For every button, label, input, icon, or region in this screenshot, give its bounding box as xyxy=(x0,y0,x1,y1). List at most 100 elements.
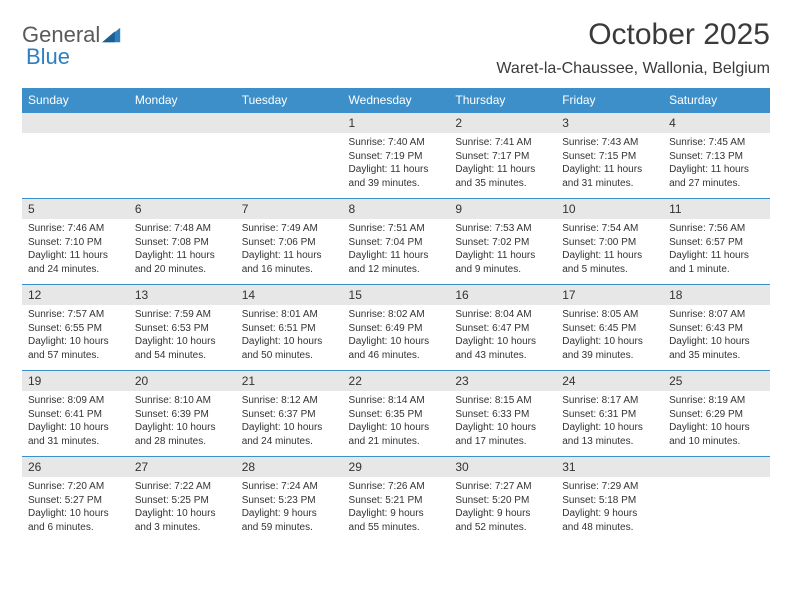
day-body: Sunrise: 8:04 AMSunset: 6:47 PMDaylight:… xyxy=(449,305,556,367)
logo-blue-wrapper: Blue xyxy=(26,44,70,70)
day-cell: 6Sunrise: 7:48 AMSunset: 7:08 PMDaylight… xyxy=(129,199,236,285)
day-number xyxy=(129,113,236,133)
day-line: Sunrise: 7:59 AM xyxy=(135,308,230,322)
day-line: Daylight: 10 hours xyxy=(28,507,123,521)
day-line: Sunset: 5:23 PM xyxy=(242,494,337,508)
day-cell: 28Sunrise: 7:24 AMSunset: 5:23 PMDayligh… xyxy=(236,457,343,543)
day-number: 1 xyxy=(343,113,450,133)
day-body: Sunrise: 7:27 AMSunset: 5:20 PMDaylight:… xyxy=(449,477,556,539)
day-number xyxy=(22,113,129,133)
day-line: Daylight: 11 hours xyxy=(455,163,550,177)
day-body: Sunrise: 7:41 AMSunset: 7:17 PMDaylight:… xyxy=(449,133,556,195)
day-line: and 46 minutes. xyxy=(349,349,444,363)
day-cell: 30Sunrise: 7:27 AMSunset: 5:20 PMDayligh… xyxy=(449,457,556,543)
day-line: Sunset: 7:06 PM xyxy=(242,236,337,250)
day-body: Sunrise: 8:14 AMSunset: 6:35 PMDaylight:… xyxy=(343,391,450,453)
day-line: Sunrise: 7:22 AM xyxy=(135,480,230,494)
day-line: and 17 minutes. xyxy=(455,435,550,449)
day-body: Sunrise: 7:56 AMSunset: 6:57 PMDaylight:… xyxy=(663,219,770,281)
day-line: and 35 minutes. xyxy=(669,349,764,363)
day-line: Sunset: 7:15 PM xyxy=(562,150,657,164)
week-row: 1Sunrise: 7:40 AMSunset: 7:19 PMDaylight… xyxy=(22,113,770,199)
day-body: Sunrise: 7:45 AMSunset: 7:13 PMDaylight:… xyxy=(663,133,770,195)
day-line: and 24 minutes. xyxy=(242,435,337,449)
day-header: Friday xyxy=(556,88,663,113)
day-number: 7 xyxy=(236,199,343,219)
day-number: 14 xyxy=(236,285,343,305)
day-line: Daylight: 10 hours xyxy=(242,335,337,349)
day-number: 25 xyxy=(663,371,770,391)
day-body: Sunrise: 7:54 AMSunset: 7:00 PMDaylight:… xyxy=(556,219,663,281)
day-body: Sunrise: 8:12 AMSunset: 6:37 PMDaylight:… xyxy=(236,391,343,453)
day-body: Sunrise: 8:09 AMSunset: 6:41 PMDaylight:… xyxy=(22,391,129,453)
day-line: Sunset: 6:49 PM xyxy=(349,322,444,336)
day-header: Wednesday xyxy=(343,88,450,113)
day-line: Sunrise: 8:01 AM xyxy=(242,308,337,322)
day-line: Sunrise: 7:48 AM xyxy=(135,222,230,236)
day-cell xyxy=(236,113,343,199)
day-cell: 5Sunrise: 7:46 AMSunset: 7:10 PMDaylight… xyxy=(22,199,129,285)
day-line: Daylight: 11 hours xyxy=(562,163,657,177)
day-line: and 39 minutes. xyxy=(349,177,444,191)
day-number: 19 xyxy=(22,371,129,391)
day-cell: 2Sunrise: 7:41 AMSunset: 7:17 PMDaylight… xyxy=(449,113,556,199)
day-line: Daylight: 11 hours xyxy=(669,163,764,177)
day-body: Sunrise: 7:49 AMSunset: 7:06 PMDaylight:… xyxy=(236,219,343,281)
day-header: Thursday xyxy=(449,88,556,113)
day-line: Sunset: 7:10 PM xyxy=(28,236,123,250)
day-cell: 25Sunrise: 8:19 AMSunset: 6:29 PMDayligh… xyxy=(663,371,770,457)
day-header: Sunday xyxy=(22,88,129,113)
day-line: Daylight: 10 hours xyxy=(349,335,444,349)
day-line: and 6 minutes. xyxy=(28,521,123,535)
day-cell xyxy=(663,457,770,543)
day-line: and 31 minutes. xyxy=(562,177,657,191)
day-number: 6 xyxy=(129,199,236,219)
day-line: Sunset: 7:08 PM xyxy=(135,236,230,250)
day-number: 31 xyxy=(556,457,663,477)
day-body: Sunrise: 8:17 AMSunset: 6:31 PMDaylight:… xyxy=(556,391,663,453)
week-row: 19Sunrise: 8:09 AMSunset: 6:41 PMDayligh… xyxy=(22,371,770,457)
day-line: Sunrise: 7:27 AM xyxy=(455,480,550,494)
day-line: and 13 minutes. xyxy=(562,435,657,449)
day-cell: 15Sunrise: 8:02 AMSunset: 6:49 PMDayligh… xyxy=(343,285,450,371)
day-line: Sunset: 7:13 PM xyxy=(669,150,764,164)
day-line: and 43 minutes. xyxy=(455,349,550,363)
day-line: Sunset: 6:35 PM xyxy=(349,408,444,422)
week-row: 5Sunrise: 7:46 AMSunset: 7:10 PMDaylight… xyxy=(22,199,770,285)
day-line: Daylight: 11 hours xyxy=(562,249,657,263)
day-line: Daylight: 11 hours xyxy=(28,249,123,263)
day-line: and 27 minutes. xyxy=(669,177,764,191)
day-line: and 54 minutes. xyxy=(135,349,230,363)
day-cell: 13Sunrise: 7:59 AMSunset: 6:53 PMDayligh… xyxy=(129,285,236,371)
day-cell: 17Sunrise: 8:05 AMSunset: 6:45 PMDayligh… xyxy=(556,285,663,371)
day-line: and 52 minutes. xyxy=(455,521,550,535)
day-cell: 21Sunrise: 8:12 AMSunset: 6:37 PMDayligh… xyxy=(236,371,343,457)
day-number: 3 xyxy=(556,113,663,133)
day-line: Daylight: 10 hours xyxy=(349,421,444,435)
day-cell: 20Sunrise: 8:10 AMSunset: 6:39 PMDayligh… xyxy=(129,371,236,457)
day-number: 26 xyxy=(22,457,129,477)
day-line: Daylight: 9 hours xyxy=(455,507,550,521)
day-line: and 9 minutes. xyxy=(455,263,550,277)
day-line: Sunrise: 8:05 AM xyxy=(562,308,657,322)
week-row: 12Sunrise: 7:57 AMSunset: 6:55 PMDayligh… xyxy=(22,285,770,371)
day-cell: 14Sunrise: 8:01 AMSunset: 6:51 PMDayligh… xyxy=(236,285,343,371)
day-line: Sunset: 6:37 PM xyxy=(242,408,337,422)
day-line: Sunset: 6:45 PM xyxy=(562,322,657,336)
logo-triangle-icon xyxy=(102,26,124,44)
day-number: 2 xyxy=(449,113,556,133)
day-body xyxy=(663,477,770,485)
day-cell: 29Sunrise: 7:26 AMSunset: 5:21 PMDayligh… xyxy=(343,457,450,543)
day-body xyxy=(22,133,129,141)
day-number: 27 xyxy=(129,457,236,477)
day-cell: 24Sunrise: 8:17 AMSunset: 6:31 PMDayligh… xyxy=(556,371,663,457)
day-body: Sunrise: 8:19 AMSunset: 6:29 PMDaylight:… xyxy=(663,391,770,453)
day-line: Sunrise: 8:14 AM xyxy=(349,394,444,408)
day-cell: 9Sunrise: 7:53 AMSunset: 7:02 PMDaylight… xyxy=(449,199,556,285)
day-cell: 4Sunrise: 7:45 AMSunset: 7:13 PMDaylight… xyxy=(663,113,770,199)
day-number: 22 xyxy=(343,371,450,391)
day-line: Sunset: 6:55 PM xyxy=(28,322,123,336)
day-cell: 10Sunrise: 7:54 AMSunset: 7:00 PMDayligh… xyxy=(556,199,663,285)
day-line: Sunset: 7:17 PM xyxy=(455,150,550,164)
day-number: 20 xyxy=(129,371,236,391)
